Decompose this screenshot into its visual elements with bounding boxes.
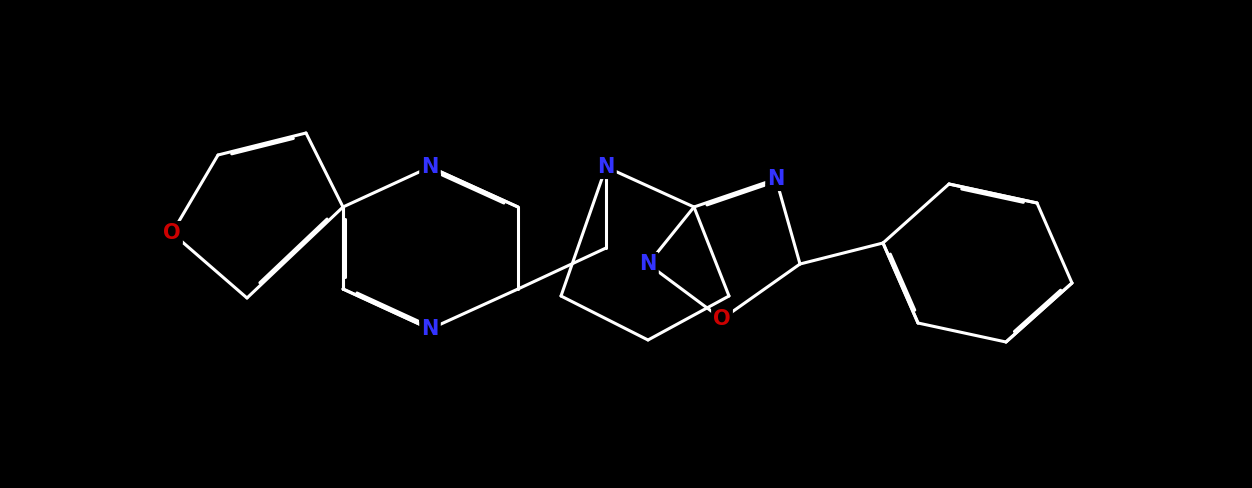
Text: N: N [422,319,438,339]
Text: O: O [714,309,731,329]
Text: O: O [163,223,180,243]
Text: N: N [597,157,615,177]
Text: N: N [422,157,438,177]
Text: N: N [640,254,657,274]
Text: N: N [767,169,785,189]
